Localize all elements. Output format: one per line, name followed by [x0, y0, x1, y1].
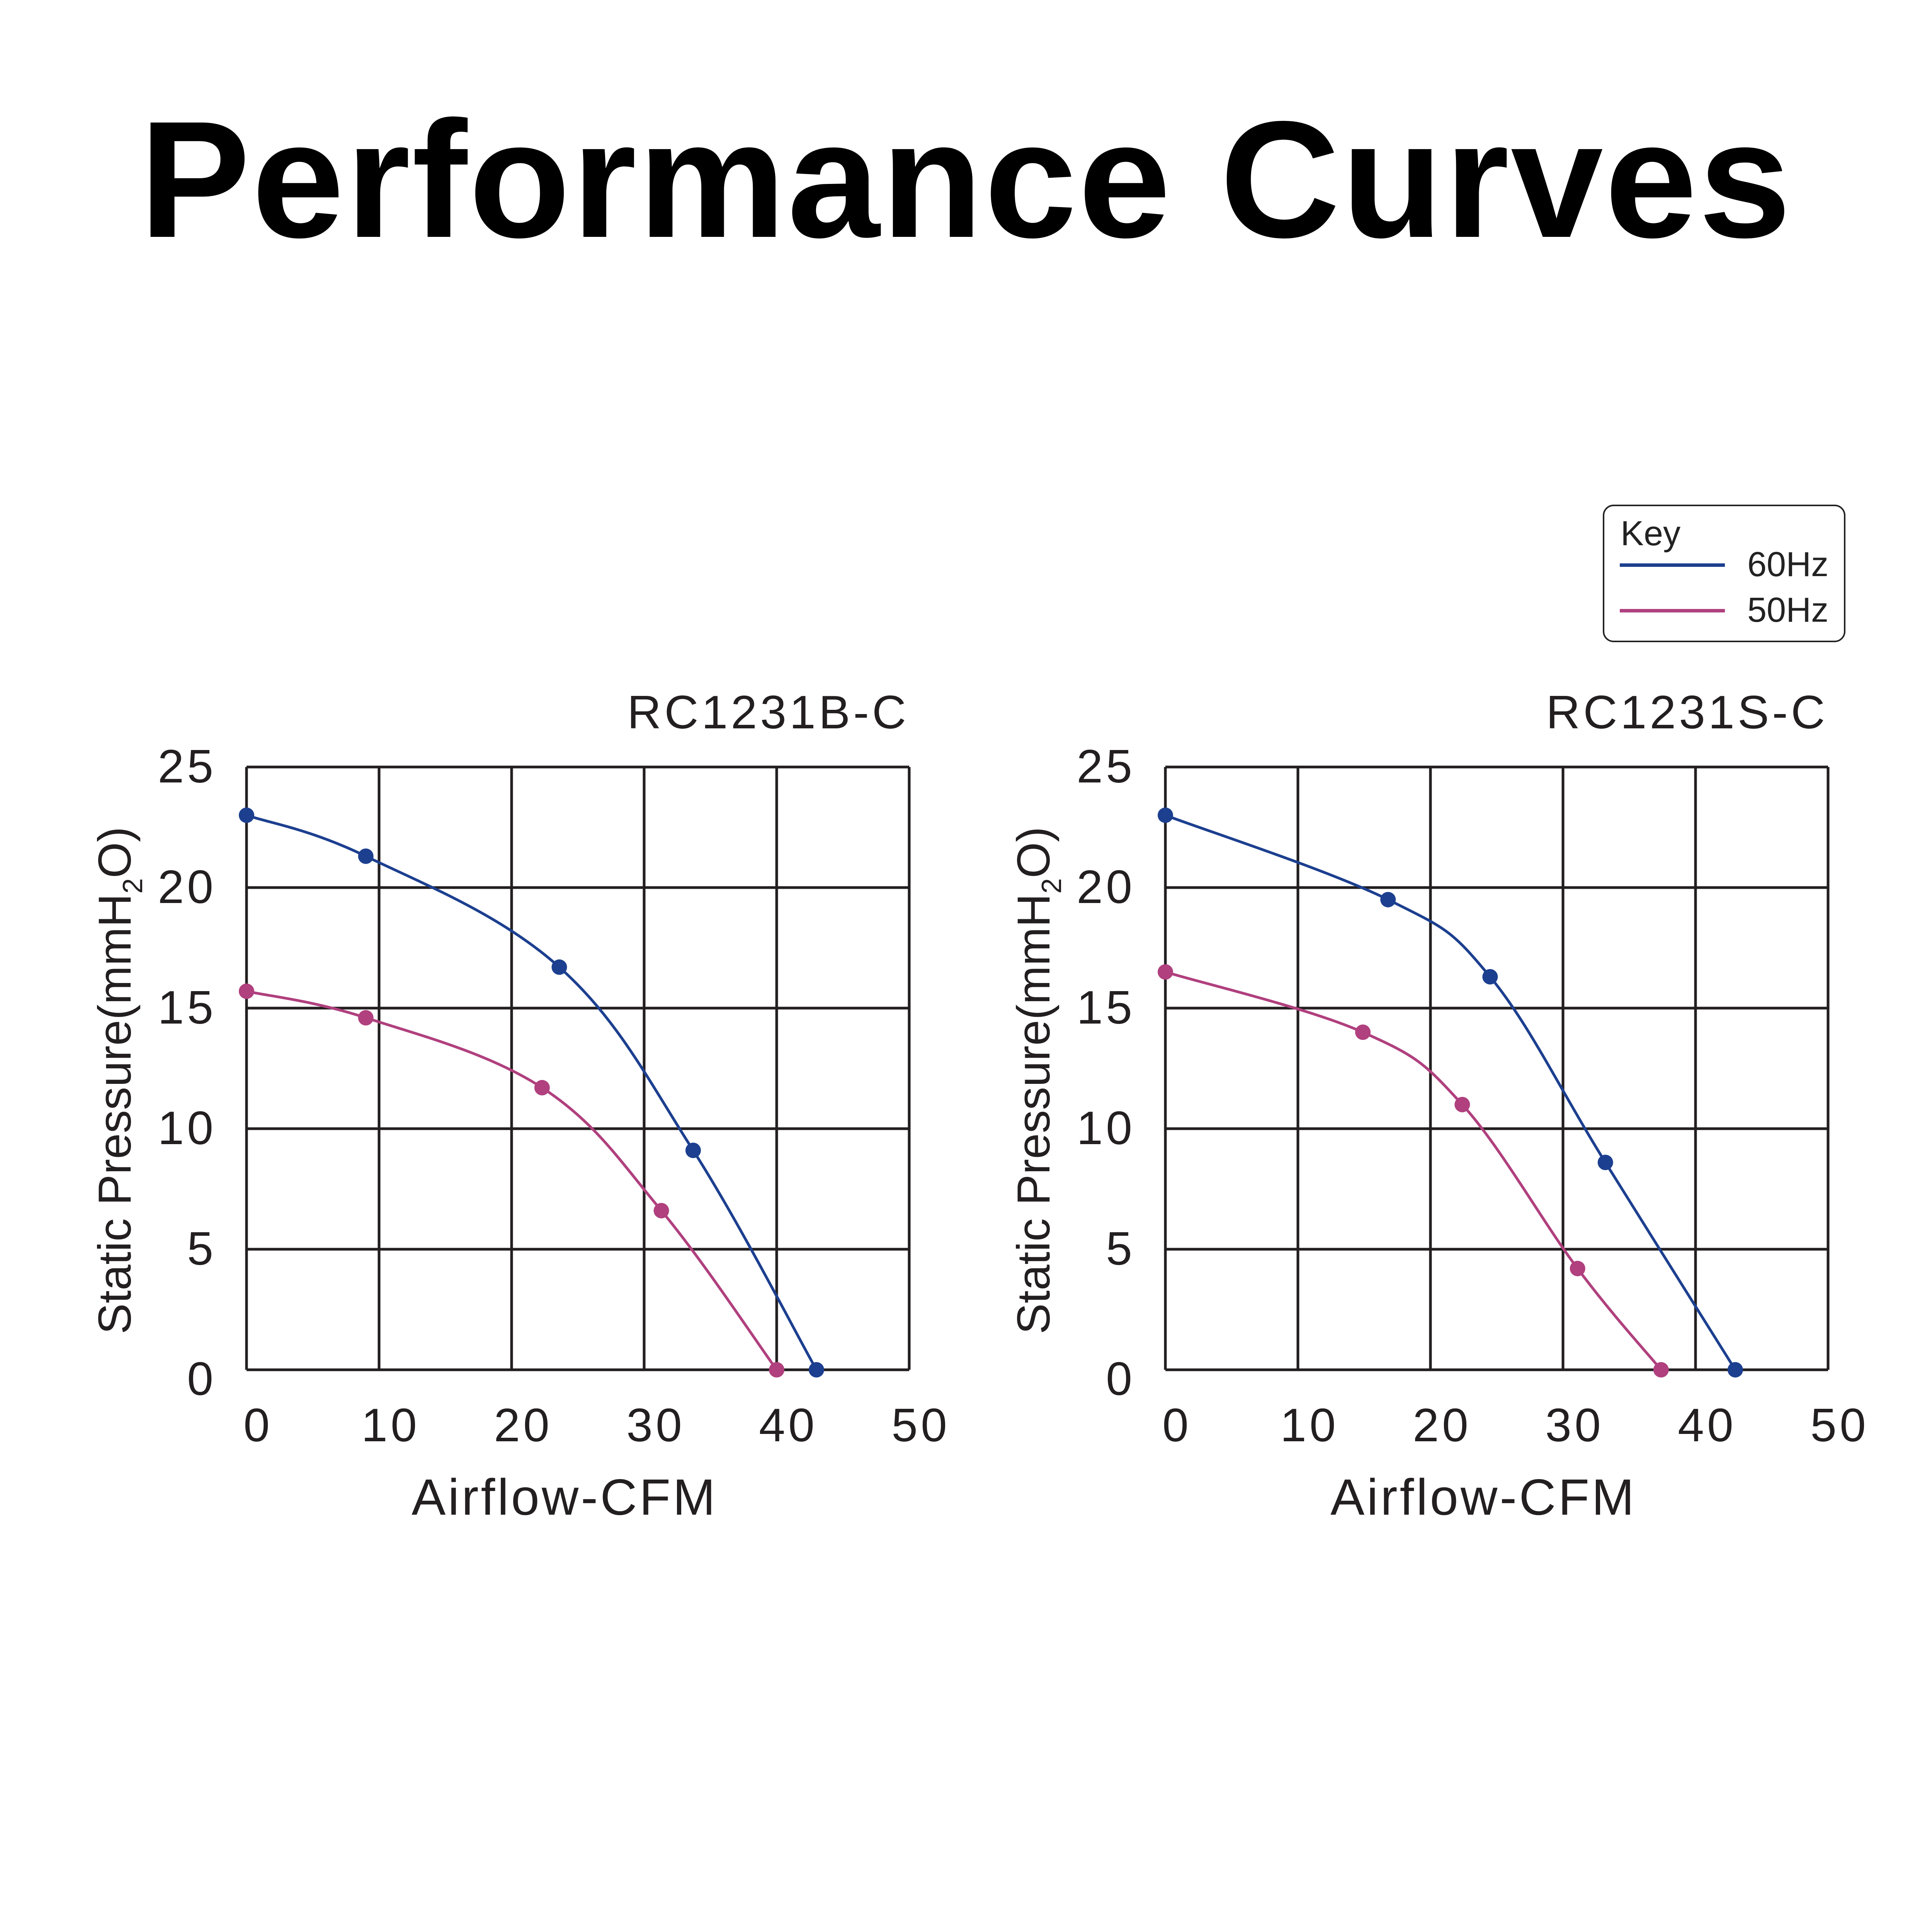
x-tick-label: 10 [361, 1399, 420, 1451]
data-point-50hz [1158, 964, 1173, 980]
y-axis-label: Static Pressure(mmH2O) [89, 827, 148, 1334]
y-tick-label: 25 [158, 740, 216, 793]
y-tick-label: 10 [158, 1102, 216, 1154]
x-tick-label: 0 [1162, 1399, 1192, 1451]
legend-title: Key [1621, 514, 1681, 553]
y-tick-label: 10 [1077, 1102, 1135, 1154]
y-axis-label-part: O) [89, 827, 141, 878]
chart-title: RC1231S-C [1546, 686, 1828, 738]
legend-label-50hz: 50Hz [1747, 591, 1829, 629]
y-tick-label: 15 [1077, 981, 1135, 1034]
data-point-60hz [1727, 1362, 1743, 1378]
data-point-60hz [1380, 892, 1396, 908]
y-axis-label-part: Static Pressure(mmH [89, 894, 141, 1334]
y-tick-label: 25 [1077, 740, 1135, 793]
y-tick-label: 5 [187, 1222, 216, 1275]
x-tick-label: 40 [759, 1399, 818, 1451]
x-tick-label: 30 [626, 1399, 685, 1451]
y-tick-label: 15 [158, 981, 216, 1034]
data-point-50hz [358, 1010, 374, 1026]
x-axis-label: Airflow-CFM [1330, 1469, 1636, 1526]
y-axis-label: Static Pressure(mmH2O) [1008, 827, 1067, 1334]
y-axis-label-subscript: 2 [117, 878, 148, 894]
y-tick-label: 0 [187, 1352, 216, 1405]
x-tick-label: 10 [1280, 1399, 1339, 1451]
x-tick-label: 50 [891, 1399, 950, 1451]
legend-box: Key 60Hz 50Hz [1603, 505, 1845, 642]
x-tick-label: 50 [1810, 1399, 1869, 1451]
data-point-60hz [551, 959, 567, 975]
data-point-60hz [1482, 969, 1498, 985]
x-tick-label: 20 [1413, 1399, 1471, 1451]
data-point-50hz [1570, 1260, 1585, 1276]
data-point-50hz [534, 1080, 550, 1095]
data-point-50hz [239, 983, 254, 999]
data-point-50hz [1653, 1362, 1669, 1378]
y-tick-label: 20 [158, 861, 216, 913]
series-line-50hz [246, 990, 778, 1371]
data-point-60hz [685, 1143, 701, 1158]
y-axis-label-part: Static Pressure(mmH [1008, 894, 1060, 1334]
x-tick-label: 0 [243, 1399, 273, 1451]
chart-title: RC1231B-C [627, 686, 909, 738]
series-line-50hz [1165, 971, 1662, 1371]
x-axis-label: Airflow-CFM [412, 1469, 718, 1526]
data-point-60hz [1597, 1155, 1613, 1170]
data-point-50hz [1355, 1024, 1371, 1040]
legend-item-50hz: 50Hz [1620, 590, 1836, 629]
data-point-50hz [653, 1203, 669, 1219]
legend-item-60hz: 60Hz [1620, 545, 1836, 584]
page-title: Performance Curves [139, 87, 1793, 272]
data-point-60hz [808, 1362, 824, 1378]
y-tick-label: 5 [1106, 1222, 1135, 1275]
data-point-50hz [1454, 1097, 1470, 1112]
data-point-50hz [769, 1362, 784, 1378]
x-tick-label: 20 [494, 1399, 553, 1451]
y-tick-label: 20 [1077, 861, 1135, 913]
legend-swatch-50hz [1620, 609, 1725, 612]
data-point-60hz [1158, 807, 1173, 823]
series-line-60hz [246, 814, 818, 1371]
data-point-60hz [358, 848, 374, 864]
legend-label-60hz: 60Hz [1747, 545, 1829, 584]
y-axis-label-subscript: 2 [1036, 878, 1067, 894]
x-tick-label: 30 [1545, 1399, 1604, 1451]
series-line-60hz [1165, 814, 1736, 1371]
chart-rc1231s-c: 0 10 20 30 40 50 0 5 10 15 20 25 RC1231S-C Airflow-CF… [1008, 686, 1869, 1526]
chart-rc1231b-c: 0 10 20 30 40 50 0 5 10 15 20 25 RC1231B-C Airflow-CF… [89, 686, 950, 1526]
legend-swatch-60hz [1620, 563, 1725, 567]
data-point-60hz [239, 807, 254, 823]
y-axis-label-part: O) [1008, 827, 1060, 878]
y-tick-label: 0 [1106, 1352, 1135, 1405]
x-tick-label: 40 [1678, 1399, 1736, 1451]
